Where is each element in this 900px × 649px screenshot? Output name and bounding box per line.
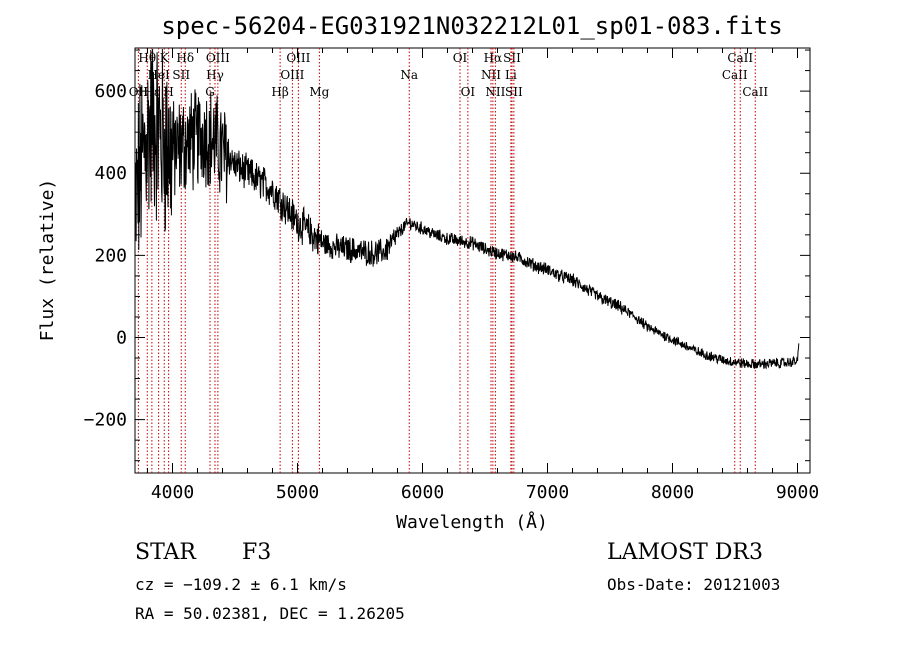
y-tick-label: 600 xyxy=(94,81,127,102)
line-marker-label: OIII xyxy=(206,51,230,65)
x-tick-label: 9000 xyxy=(776,482,819,503)
line-marker-label: K xyxy=(160,51,170,65)
line-marker-label: OIII xyxy=(286,51,310,65)
y-axis-label: Flux (relative) xyxy=(37,179,58,342)
line-marker-label: SII xyxy=(172,68,190,82)
spectrum-line xyxy=(134,48,800,370)
line-marker-label: OI xyxy=(453,51,468,65)
y-tick-label: 0 xyxy=(116,327,127,348)
y-tick-label: 400 xyxy=(94,163,127,184)
line-marker-label: CaII xyxy=(727,51,753,65)
line-marker-label: Li xyxy=(505,68,517,82)
line-marker-label: SII xyxy=(505,85,523,99)
survey-label: LAMOST DR3 xyxy=(607,540,763,565)
line-marker-label: OII xyxy=(129,85,149,99)
line-marker-label: NII xyxy=(481,68,501,82)
y-tick-label: 200 xyxy=(94,245,127,266)
line-marker-label: Hα xyxy=(484,51,503,65)
chart-title: spec-56204-EG031921N032212L01_sp01-083.f… xyxy=(161,12,782,40)
x-tick-label: 8000 xyxy=(651,482,694,503)
coordinates: RA = 50.02381, DEC = 1.26205 xyxy=(135,604,405,623)
x-axis-label: Wavelength (Å) xyxy=(396,511,548,533)
line-marker-label: Hδ xyxy=(176,51,194,65)
line-marker-label: CaII xyxy=(742,85,768,99)
x-tick-label: 6000 xyxy=(401,482,444,503)
x-tick-label: 7000 xyxy=(526,482,569,503)
line-marker-label: G xyxy=(205,85,215,99)
line-marker-label: Hθ xyxy=(138,51,156,65)
line-marker-label: Hγ xyxy=(206,68,224,82)
line-marker-label: NII xyxy=(485,85,505,99)
line-marker-label: OI xyxy=(461,85,476,99)
x-axis: 4000 5000 6000 7000 8000 9000 xyxy=(147,48,819,503)
x-tick-label: 4000 xyxy=(151,482,194,503)
line-marker-label: Na xyxy=(400,68,418,82)
line-marker-label: Mg xyxy=(309,85,329,99)
object-class: STAR xyxy=(135,540,196,565)
line-marker-label: CaII xyxy=(722,68,748,82)
obs-date: Obs-Date: 20121003 xyxy=(607,575,781,594)
plot-frame xyxy=(134,47,811,474)
line-markers: OIIHθHεHeIKHSIIHδGHγOIIIHβOIIIOIIIMgNaOI… xyxy=(129,48,768,473)
line-marker-label: SII xyxy=(503,51,521,65)
y-axis: −200 0 200 400 600 xyxy=(84,49,810,462)
y-tick-label: −200 xyxy=(84,410,127,431)
line-marker-label: Hβ xyxy=(271,85,288,99)
line-marker-label: OIII xyxy=(280,68,304,82)
object-subclass: F3 xyxy=(242,540,272,565)
x-tick-label: 5000 xyxy=(276,482,319,503)
line-marker-label: H xyxy=(163,85,173,99)
redshift-readout: cz = −109.2 ± 6.1 km/s xyxy=(135,575,347,594)
